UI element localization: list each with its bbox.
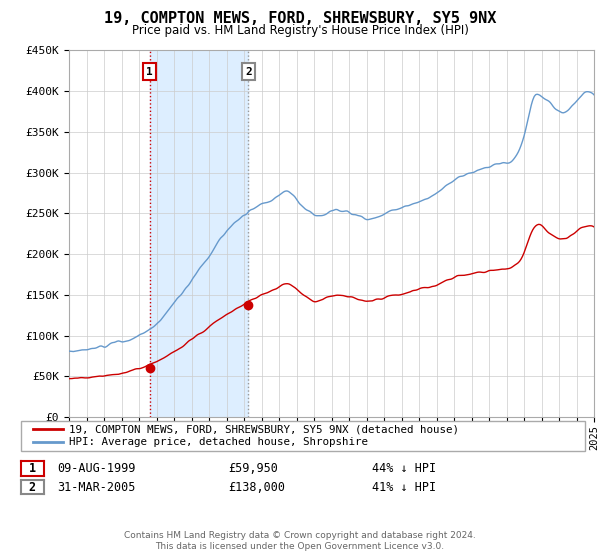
Text: 09-AUG-1999: 09-AUG-1999: [57, 462, 136, 475]
Text: 2: 2: [29, 480, 36, 494]
Text: £138,000: £138,000: [228, 480, 285, 494]
Text: 1: 1: [146, 67, 153, 77]
Text: £59,950: £59,950: [228, 462, 278, 475]
Text: 41% ↓ HPI: 41% ↓ HPI: [372, 480, 436, 494]
Text: 44% ↓ HPI: 44% ↓ HPI: [372, 462, 436, 475]
Text: Contains HM Land Registry data © Crown copyright and database right 2024.: Contains HM Land Registry data © Crown c…: [124, 531, 476, 540]
Bar: [149, 50, 248, 417]
Text: 19, COMPTON MEWS, FORD, SHREWSBURY, SY5 9NX: 19, COMPTON MEWS, FORD, SHREWSBURY, SY5 …: [104, 11, 496, 26]
Text: 19, COMPTON MEWS, FORD, SHREWSBURY, SY5 9NX (detached house): 19, COMPTON MEWS, FORD, SHREWSBURY, SY5 …: [69, 424, 459, 435]
Text: This data is licensed under the Open Government Licence v3.0.: This data is licensed under the Open Gov…: [155, 542, 445, 551]
Text: 31-MAR-2005: 31-MAR-2005: [57, 480, 136, 494]
Text: 1: 1: [29, 462, 36, 475]
Text: HPI: Average price, detached house, Shropshire: HPI: Average price, detached house, Shro…: [69, 437, 368, 447]
Text: Price paid vs. HM Land Registry's House Price Index (HPI): Price paid vs. HM Land Registry's House …: [131, 24, 469, 36]
Text: 2: 2: [245, 67, 252, 77]
